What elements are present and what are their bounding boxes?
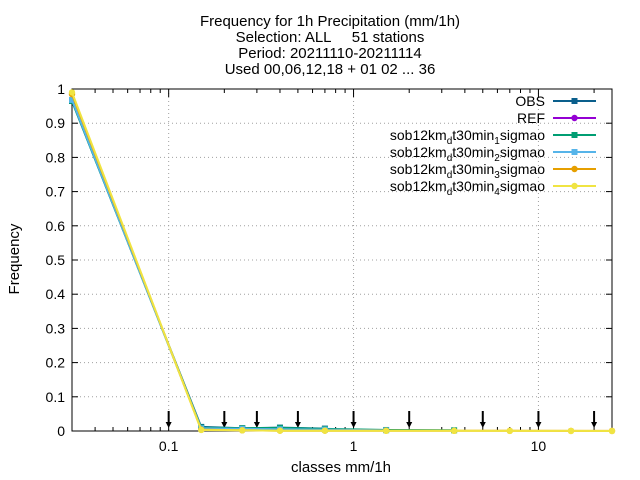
x-tick-label: 10	[531, 438, 547, 454]
legend-label: OBS	[515, 93, 545, 109]
legend-entry: OBS	[515, 93, 596, 109]
legend-label: sob12kmdt30min3sigmao	[390, 161, 545, 181]
class-boundary-arrow	[253, 411, 260, 428]
legend-swatch-marker	[571, 182, 578, 190]
legend-swatch-marker	[571, 149, 578, 155]
arrow-head	[221, 422, 228, 428]
grid	[72, 89, 612, 431]
arrow-head	[479, 422, 486, 428]
title-line-2: Selection: ALL 51 stations	[236, 29, 425, 46]
data-point	[239, 427, 246, 434]
data-point	[567, 427, 575, 435]
y-tick-label: 1	[57, 81, 65, 97]
y-tick-label: 0.5	[46, 252, 66, 268]
data-point	[321, 427, 329, 434]
legend-label: sob12kmdt30min4sigmao	[390, 178, 545, 198]
legend-label: sob12kmdt30min1sigmao	[390, 127, 545, 147]
series-line	[71, 92, 613, 432]
class-marks	[165, 411, 598, 428]
y-axis-label: Frequency	[6, 223, 23, 294]
y-tick-label: 0.6	[46, 218, 66, 234]
class-boundary-arrow	[591, 411, 598, 428]
series-3	[69, 96, 390, 434]
class-boundary-arrow	[221, 411, 228, 428]
class-boundary-arrow	[535, 411, 542, 428]
data-point	[198, 426, 205, 434]
y-tick-label: 0.8	[46, 149, 66, 165]
axes: 0 0.1 0.2 0.3 0.4 0.5 0.6 0.7 0.8 0.9 1 0.1 1 10	[46, 81, 613, 454]
class-boundary-arrow	[294, 411, 301, 428]
legend: OBSREFsob12kmdt30min1sigmaosob12kmdt30mi…	[390, 93, 596, 198]
series	[68, 89, 616, 435]
legend-swatch-marker	[571, 165, 578, 173]
legend-swatch-marker	[571, 98, 578, 104]
y-tick-label: 0.4	[46, 286, 66, 302]
y-tick-label: 0.9	[46, 115, 66, 131]
x-tick-label: 1	[350, 438, 358, 454]
series-line	[71, 99, 387, 432]
arrow-head	[406, 422, 413, 428]
chart-title: Frequency for 1h Precipitation (mm/1h) S…	[200, 13, 460, 78]
class-boundary-arrow	[165, 411, 172, 428]
legend-swatch-marker	[571, 132, 578, 138]
legend-entry: sob12kmdt30min2sigmao	[390, 144, 596, 164]
class-boundary-arrow	[350, 411, 357, 428]
legend-swatch-marker	[571, 114, 578, 122]
title-line-4: Used 00,06,12,18 + 01 02 ... 36	[225, 61, 436, 78]
y-tick-label: 0.7	[46, 184, 66, 200]
data-point	[276, 427, 284, 434]
data-point	[68, 89, 76, 96]
legend-entry: sob12kmdt30min3sigmao	[390, 161, 596, 181]
arrow-head	[535, 422, 542, 428]
legend-label: sob12kmdt30min2sigmao	[390, 144, 545, 164]
data-point	[382, 427, 390, 435]
arrow-head	[253, 422, 260, 428]
x-axis-label: classes mm/1h	[291, 459, 391, 476]
series-0	[69, 97, 328, 432]
legend-entry: sob12kmdt30min4sigmao	[390, 178, 596, 198]
y-tick-label: 0.2	[46, 355, 66, 371]
data-point	[450, 427, 458, 435]
y-tick-label: 0	[57, 423, 65, 439]
data-point	[506, 427, 513, 435]
data-point	[608, 427, 616, 435]
arrow-head	[294, 422, 301, 428]
title-line-1: Frequency for 1h Precipitation (mm/1h)	[200, 13, 460, 30]
legend-entry: sob12kmdt30min1sigmao	[390, 127, 596, 147]
series-5	[68, 89, 616, 435]
x-tick-label: 0.1	[159, 438, 179, 454]
legend-label: REF	[517, 110, 545, 126]
arrow-head	[165, 422, 172, 428]
series-line	[71, 100, 325, 430]
class-boundary-arrow	[406, 411, 413, 428]
data-point	[69, 96, 75, 103]
y-tick-label: 0.1	[46, 389, 66, 405]
title-line-3: Period: 20211110-20211114	[238, 45, 422, 62]
arrow-head	[350, 422, 357, 428]
legend-entry: REF	[517, 110, 596, 126]
y-tick-label: 0.3	[46, 320, 66, 336]
arrow-head	[591, 422, 598, 428]
class-boundary-arrow	[479, 411, 486, 428]
